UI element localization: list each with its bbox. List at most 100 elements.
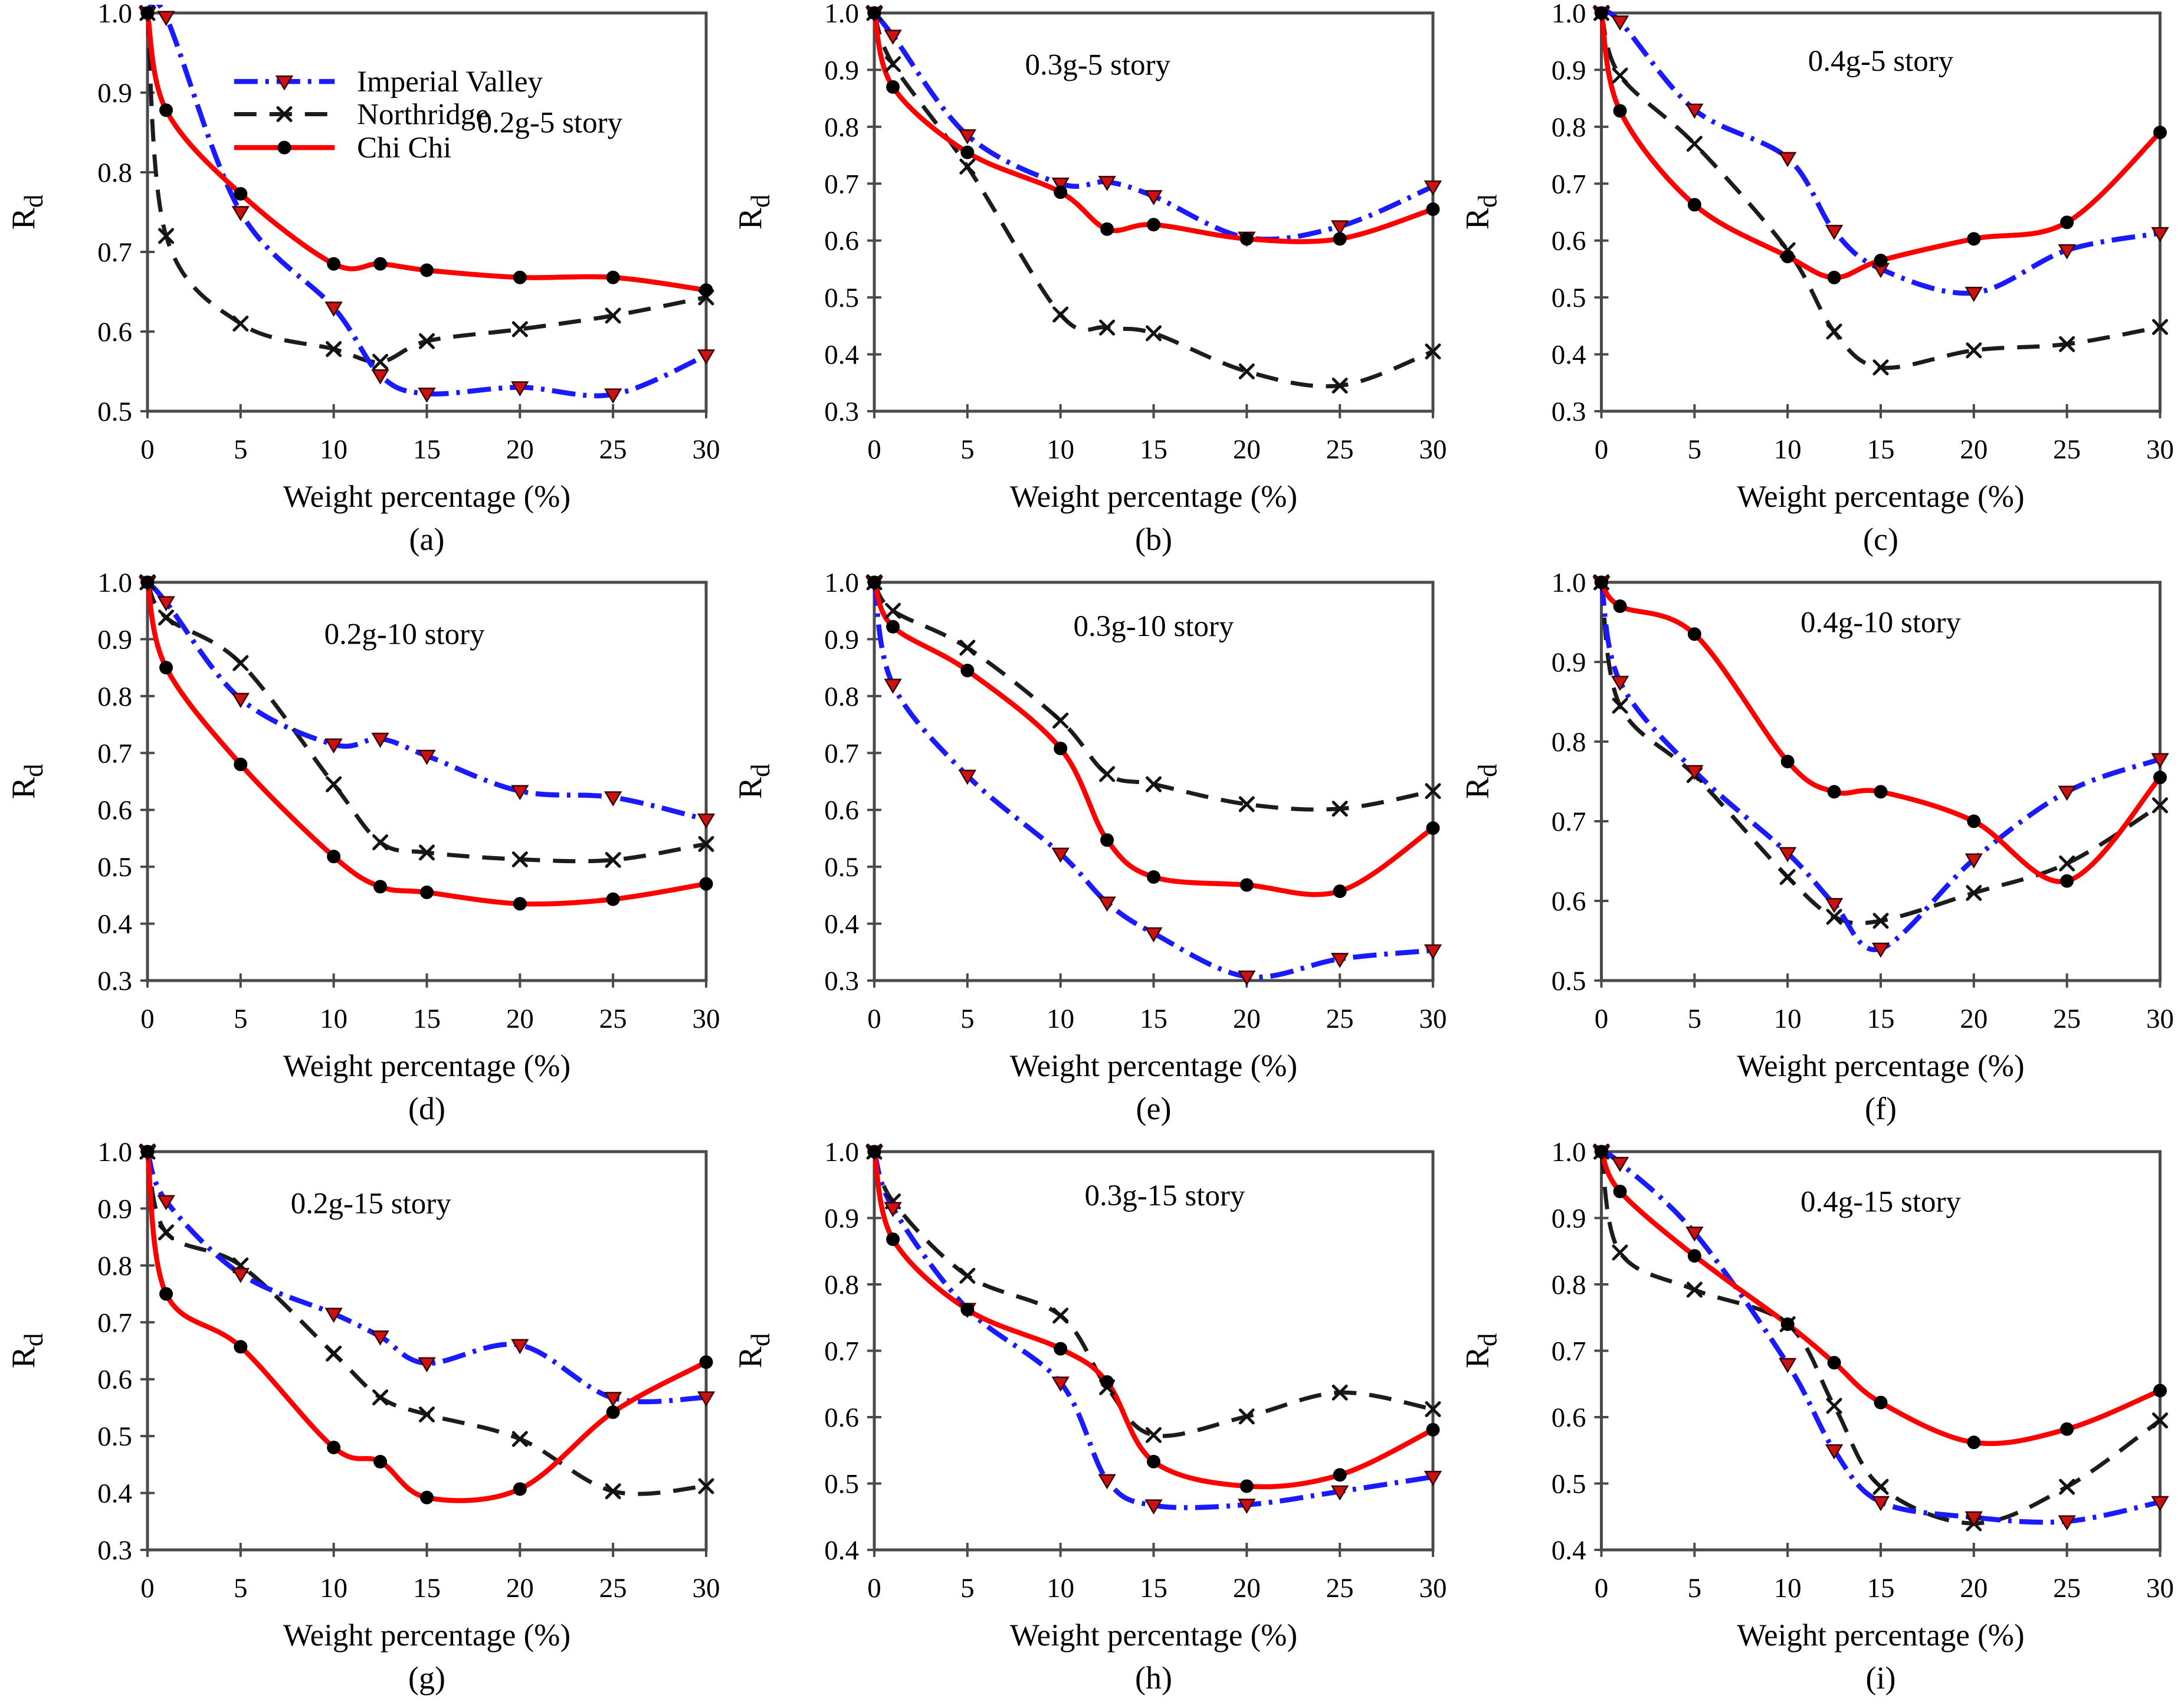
y-tick-label: 0.7 [824,169,859,199]
y-tick-label: 0.3 [97,1535,132,1566]
y-tick-label: 1.0 [97,569,132,598]
series-markers [138,574,716,911]
marker-imperial-valley [1424,944,1442,960]
x-axis-label: Weight percentage (%) [1010,480,1297,514]
chart-b-canvas: 0 5 10 15 20 25 30 0.3 0.4 0.5 0.6 0.7 0.8 0.9 1.0 Weig… [732,0,1447,557]
marker-chi-chi [327,1440,341,1454]
marker-northridge [1826,909,1842,925]
series-markers [138,1143,716,1504]
marker-imperial-valley [371,732,389,748]
y-tick-label: 1.0 [1552,0,1586,29]
chart-d: 0 5 10 15 20 25 30 0.3 0.4 0.5 0.6 0.7 0.8 0.9 1.0 Weig… [0,569,727,1139]
marker-chi-chi [2060,874,2074,888]
series-markers [1592,1143,2169,1532]
x-tick-label: 30 [1419,1004,1447,1034]
marker-northridge [885,602,901,619]
chart-title: 0.2g-15 story [291,1188,451,1221]
chart-i-canvas: 0 5 10 15 20 25 30 0.4 0.5 0.6 0.7 0.8 0.9 1.0 Weight … [1460,1139,2175,1696]
y-axis-label: Rd [1460,764,1503,799]
x-tick-label: 0 [1595,1004,1609,1034]
y-tick-label: 0.5 [1552,1469,1586,1500]
marker-chi-chi [1874,253,1888,267]
marker-northridge [158,1224,175,1241]
marker-imperial-valley [1144,1499,1163,1515]
x-tick-label: 15 [1140,1573,1167,1604]
x-tick-label: 20 [1233,1573,1261,1604]
marker-chi-chi [1595,6,1608,20]
marker-imperial-valley [1144,190,1163,205]
chart-d-canvas: 0 5 10 15 20 25 30 0.3 0.4 0.5 0.6 0.7 0.8 0.9 1.0 Weig… [5,569,720,1126]
y-tick-label: 0.8 [97,681,132,712]
marker-northridge [419,333,435,349]
marker-northridge [1425,783,1441,799]
marker-imperial-valley [2058,785,2076,801]
x-tick-label: 15 [1867,434,1895,465]
marker-chi-chi [699,877,713,891]
x-tick-label: 5 [234,1004,248,1034]
marker-chi-chi [960,663,975,677]
marker-imperial-valley [604,791,622,807]
marker-northridge [372,834,389,851]
marker-chi-chi [1874,785,1888,799]
x-tick-label: 25 [2053,434,2081,465]
y-tick-label: 0.6 [97,795,132,826]
chart-g: 0 5 10 15 20 25 30 0.3 0.4 0.5 0.6 0.7 0.8 0.9 1.0 Weig… [0,1139,727,1708]
y-tick-label: 0.9 [97,78,132,109]
marker-northridge [1686,136,1703,152]
y-tick-label: 0.7 [1552,169,1586,199]
marker-chi-chi [1687,627,1701,641]
marker-northridge [698,836,714,853]
y-tick-label: 0.4 [97,909,132,940]
axis-ticks: 0 5 10 15 20 25 30 0.5 0.6 0.7 0.8 0.9 1.0 [97,0,720,465]
marker-northridge [1686,1281,1703,1298]
marker-northridge [1425,343,1441,360]
marker-imperial-valley [418,388,436,403]
marker-imperial-valley [1685,103,1704,119]
marker-imperial-valley [157,1195,175,1211]
marker-northridge [605,852,621,868]
marker-chi-chi [513,1482,527,1496]
marker-chi-chi [420,886,434,900]
marker-imperial-valley [1825,1444,1844,1460]
chart-h-canvas: 0 5 10 15 20 25 30 0.4 0.5 0.6 0.7 0.8 0.9 1.0 Weight … [732,1139,1447,1696]
chart-f: 0 5 10 15 20 25 30 0.5 0.6 0.7 0.8 0.9 1.0 Weight per… [1454,569,2181,1139]
marker-northridge [1872,1478,1889,1495]
marker-imperial-valley [958,769,977,785]
marker-northridge [959,640,976,656]
marker-chi-chi [1100,833,1114,847]
marker-northridge [1966,885,1982,901]
marker-chi-chi [1054,1342,1068,1356]
y-tick-label: 1.0 [1552,1139,1586,1168]
chart-title: 0.2g-5 story [477,107,623,140]
legend-marker [276,106,293,122]
marker-imperial-valley [1144,927,1163,943]
marker-chi-chi [1687,198,1701,212]
y-axis-label: Rd [732,1333,775,1369]
chart-c-canvas: 0 5 10 15 20 25 30 0.3 0.4 0.5 0.6 0.7 0.8 0.9 1.0 Weig… [1460,0,2175,557]
marker-northridge [158,609,175,626]
marker-chi-chi [1239,232,1254,246]
y-tick-label: 0.6 [97,1365,132,1395]
x-tick-label: 30 [2146,1573,2174,1604]
y-axis-label: Rd [732,764,775,799]
marker-northridge [1331,1384,1348,1401]
marker-northridge [1826,1398,1842,1414]
marker-chi-chi [1613,1185,1627,1198]
x-tick-label: 5 [1688,1004,1702,1034]
y-tick-label: 1.0 [824,1139,859,1168]
marker-imperial-valley [697,349,716,365]
y-tick-label: 0.6 [824,795,859,826]
x-axis-label: Weight percentage (%) [1737,1049,2024,1083]
marker-imperial-valley [1685,1227,1704,1242]
marker-northridge [326,341,342,358]
y-tick-label: 0.4 [824,909,859,940]
x-tick-label: 15 [413,1573,441,1604]
chart-title: 0.4g-10 story [1800,606,1961,639]
y-tick-label: 0.9 [97,1194,132,1224]
x-tick-label: 30 [693,1573,720,1604]
marker-chi-chi [1426,821,1440,835]
marker-imperial-valley [2151,753,2169,769]
series-lines [145,5,707,399]
marker-chi-chi [1054,185,1068,199]
